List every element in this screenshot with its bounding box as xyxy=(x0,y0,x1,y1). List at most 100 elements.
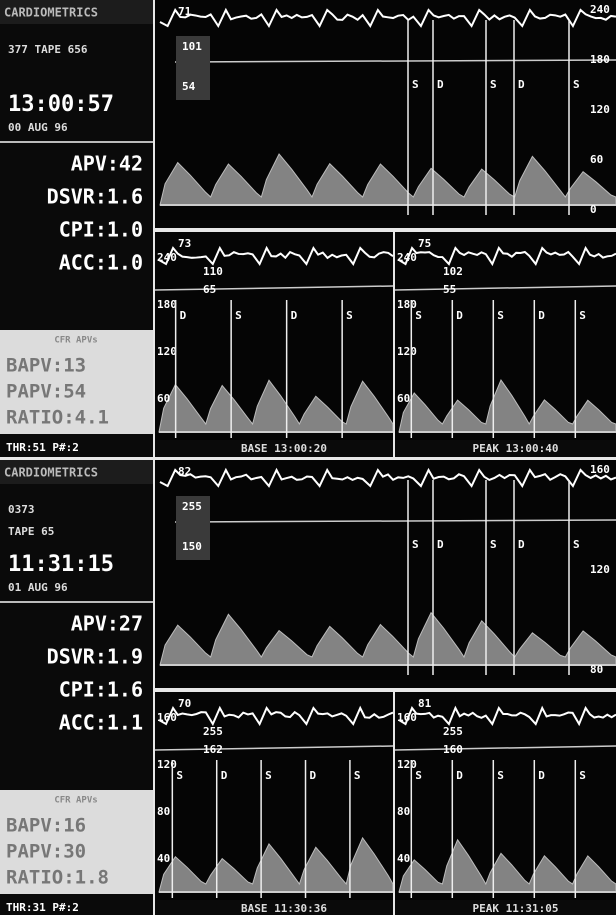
scale-label: 160 xyxy=(590,463,610,476)
pressure-value: 102 xyxy=(443,265,463,278)
scale-label: 120 xyxy=(157,758,177,771)
pressure-value: 54 xyxy=(182,80,196,93)
caption: PEAK 11:31:05 xyxy=(472,902,558,915)
cfr-value: BAPV:13 xyxy=(6,355,86,377)
brand: CARDIOMETRICS xyxy=(4,6,98,20)
scale-label: 240 xyxy=(590,3,610,16)
pressure-value: 55 xyxy=(443,283,456,296)
footer: THR:31 P#:2 xyxy=(6,901,79,914)
marker: S xyxy=(490,538,497,551)
heart-rate: 75 xyxy=(418,237,431,250)
heart-rate: 73 xyxy=(178,237,191,250)
heart-rate: 70 xyxy=(178,697,191,710)
marker: D xyxy=(221,769,228,782)
scale-label: 180 xyxy=(590,53,610,66)
caption: BASE 11:30:36 xyxy=(241,902,327,915)
marker: S xyxy=(354,769,361,782)
marker: S xyxy=(579,769,586,782)
caption: PEAK 13:00:40 xyxy=(472,442,558,455)
scale-label: 40 xyxy=(397,852,410,865)
marker: D xyxy=(437,538,444,551)
footer: THR:51 P#:2 xyxy=(6,441,79,454)
scale-label: 120 xyxy=(590,103,610,116)
pressure-value: 150 xyxy=(182,540,202,553)
pressure-value: 101 xyxy=(182,40,202,53)
marker: D xyxy=(456,309,463,322)
marker: S xyxy=(497,309,504,322)
marker: D xyxy=(518,538,525,551)
pressure-value: 65 xyxy=(203,283,216,296)
scale-label: 120 xyxy=(590,563,610,576)
pressure-value: 160 xyxy=(443,743,463,756)
caption: BASE 13:00:20 xyxy=(241,442,327,455)
pressure-value: 110 xyxy=(203,265,223,278)
scale-label: 80 xyxy=(590,663,603,676)
scale-label: 180 xyxy=(397,298,417,311)
scale-label: 80 xyxy=(157,805,170,818)
brand: CARDIOMETRICS xyxy=(4,466,98,480)
marker: D xyxy=(538,309,545,322)
pressure-value: 255 xyxy=(203,725,223,738)
index-value: ACC:1.1 xyxy=(59,711,143,735)
marker: S xyxy=(415,769,422,782)
heart-rate: 81 xyxy=(418,697,432,710)
marker: D xyxy=(180,309,187,322)
tape-id: 0373 xyxy=(8,503,35,516)
cfr-value: RATIO:4.1 xyxy=(6,407,109,429)
cfr-value: PAPV:54 xyxy=(6,381,86,403)
cfr-title: CFR APVs xyxy=(54,336,97,346)
monitor-screen: CARDIOMETRICS 377 TAPE 656 13:00:57 00 AUG … xyxy=(0,0,616,915)
scale-label: 240 xyxy=(157,251,177,264)
index-value: DSVR:1.9 xyxy=(47,645,143,669)
marker: S xyxy=(497,769,504,782)
marker: S xyxy=(265,769,272,782)
marker: S xyxy=(235,309,242,322)
marker: S xyxy=(573,78,580,91)
marker: S xyxy=(346,309,353,322)
scale-label: 160 xyxy=(157,711,177,724)
index-value: APV:42 xyxy=(71,152,143,176)
scale-label: 40 xyxy=(157,852,170,865)
clock: 11:31:15 xyxy=(8,552,114,577)
marker: S xyxy=(490,78,497,91)
date: 00 AUG 96 xyxy=(8,121,68,134)
pressure-value: 162 xyxy=(203,743,223,756)
scale-label: 120 xyxy=(397,345,417,358)
index-value: CPI:1.6 xyxy=(59,678,143,702)
marker: S xyxy=(412,538,419,551)
scale-label: 180 xyxy=(157,298,177,311)
clock: 13:00:57 xyxy=(8,92,114,117)
tape-id: 377 TAPE 656 xyxy=(8,43,88,56)
index-value: DSVR:1.6 xyxy=(47,185,143,209)
pressure-value: 255 xyxy=(182,500,202,513)
index-value: ACC:1.0 xyxy=(59,251,143,275)
marker: S xyxy=(412,78,419,91)
scale-label: 120 xyxy=(157,345,177,358)
tape-id: TAPE 65 xyxy=(8,525,54,538)
marker: S xyxy=(415,309,422,322)
cfr-title: CFR APVs xyxy=(54,796,97,806)
scale-label: 240 xyxy=(397,251,417,264)
cfr-value: PAPV:30 xyxy=(6,841,86,863)
scale-label: 60 xyxy=(590,153,603,166)
marker: D xyxy=(291,309,298,322)
marker: S xyxy=(573,538,580,551)
marker: D xyxy=(310,769,317,782)
marker: D xyxy=(538,769,545,782)
heart-rate: 82 xyxy=(178,465,191,478)
cfr-value: BAPV:16 xyxy=(6,815,86,837)
marker: S xyxy=(579,309,586,322)
heart-rate: 71 xyxy=(178,5,192,18)
marker: D xyxy=(518,78,525,91)
scale-label: 0 xyxy=(590,203,597,216)
scale-label: 60 xyxy=(157,392,170,405)
scale-label: 80 xyxy=(397,805,410,818)
scale-label: 60 xyxy=(397,392,410,405)
marker: D xyxy=(437,78,444,91)
cfr-value: RATIO:1.8 xyxy=(6,867,109,889)
scale-label: 160 xyxy=(397,711,417,724)
pressure-value: 255 xyxy=(443,725,463,738)
index-value: CPI:1.0 xyxy=(59,218,143,242)
date: 01 AUG 96 xyxy=(8,581,68,594)
marker: S xyxy=(176,769,183,782)
